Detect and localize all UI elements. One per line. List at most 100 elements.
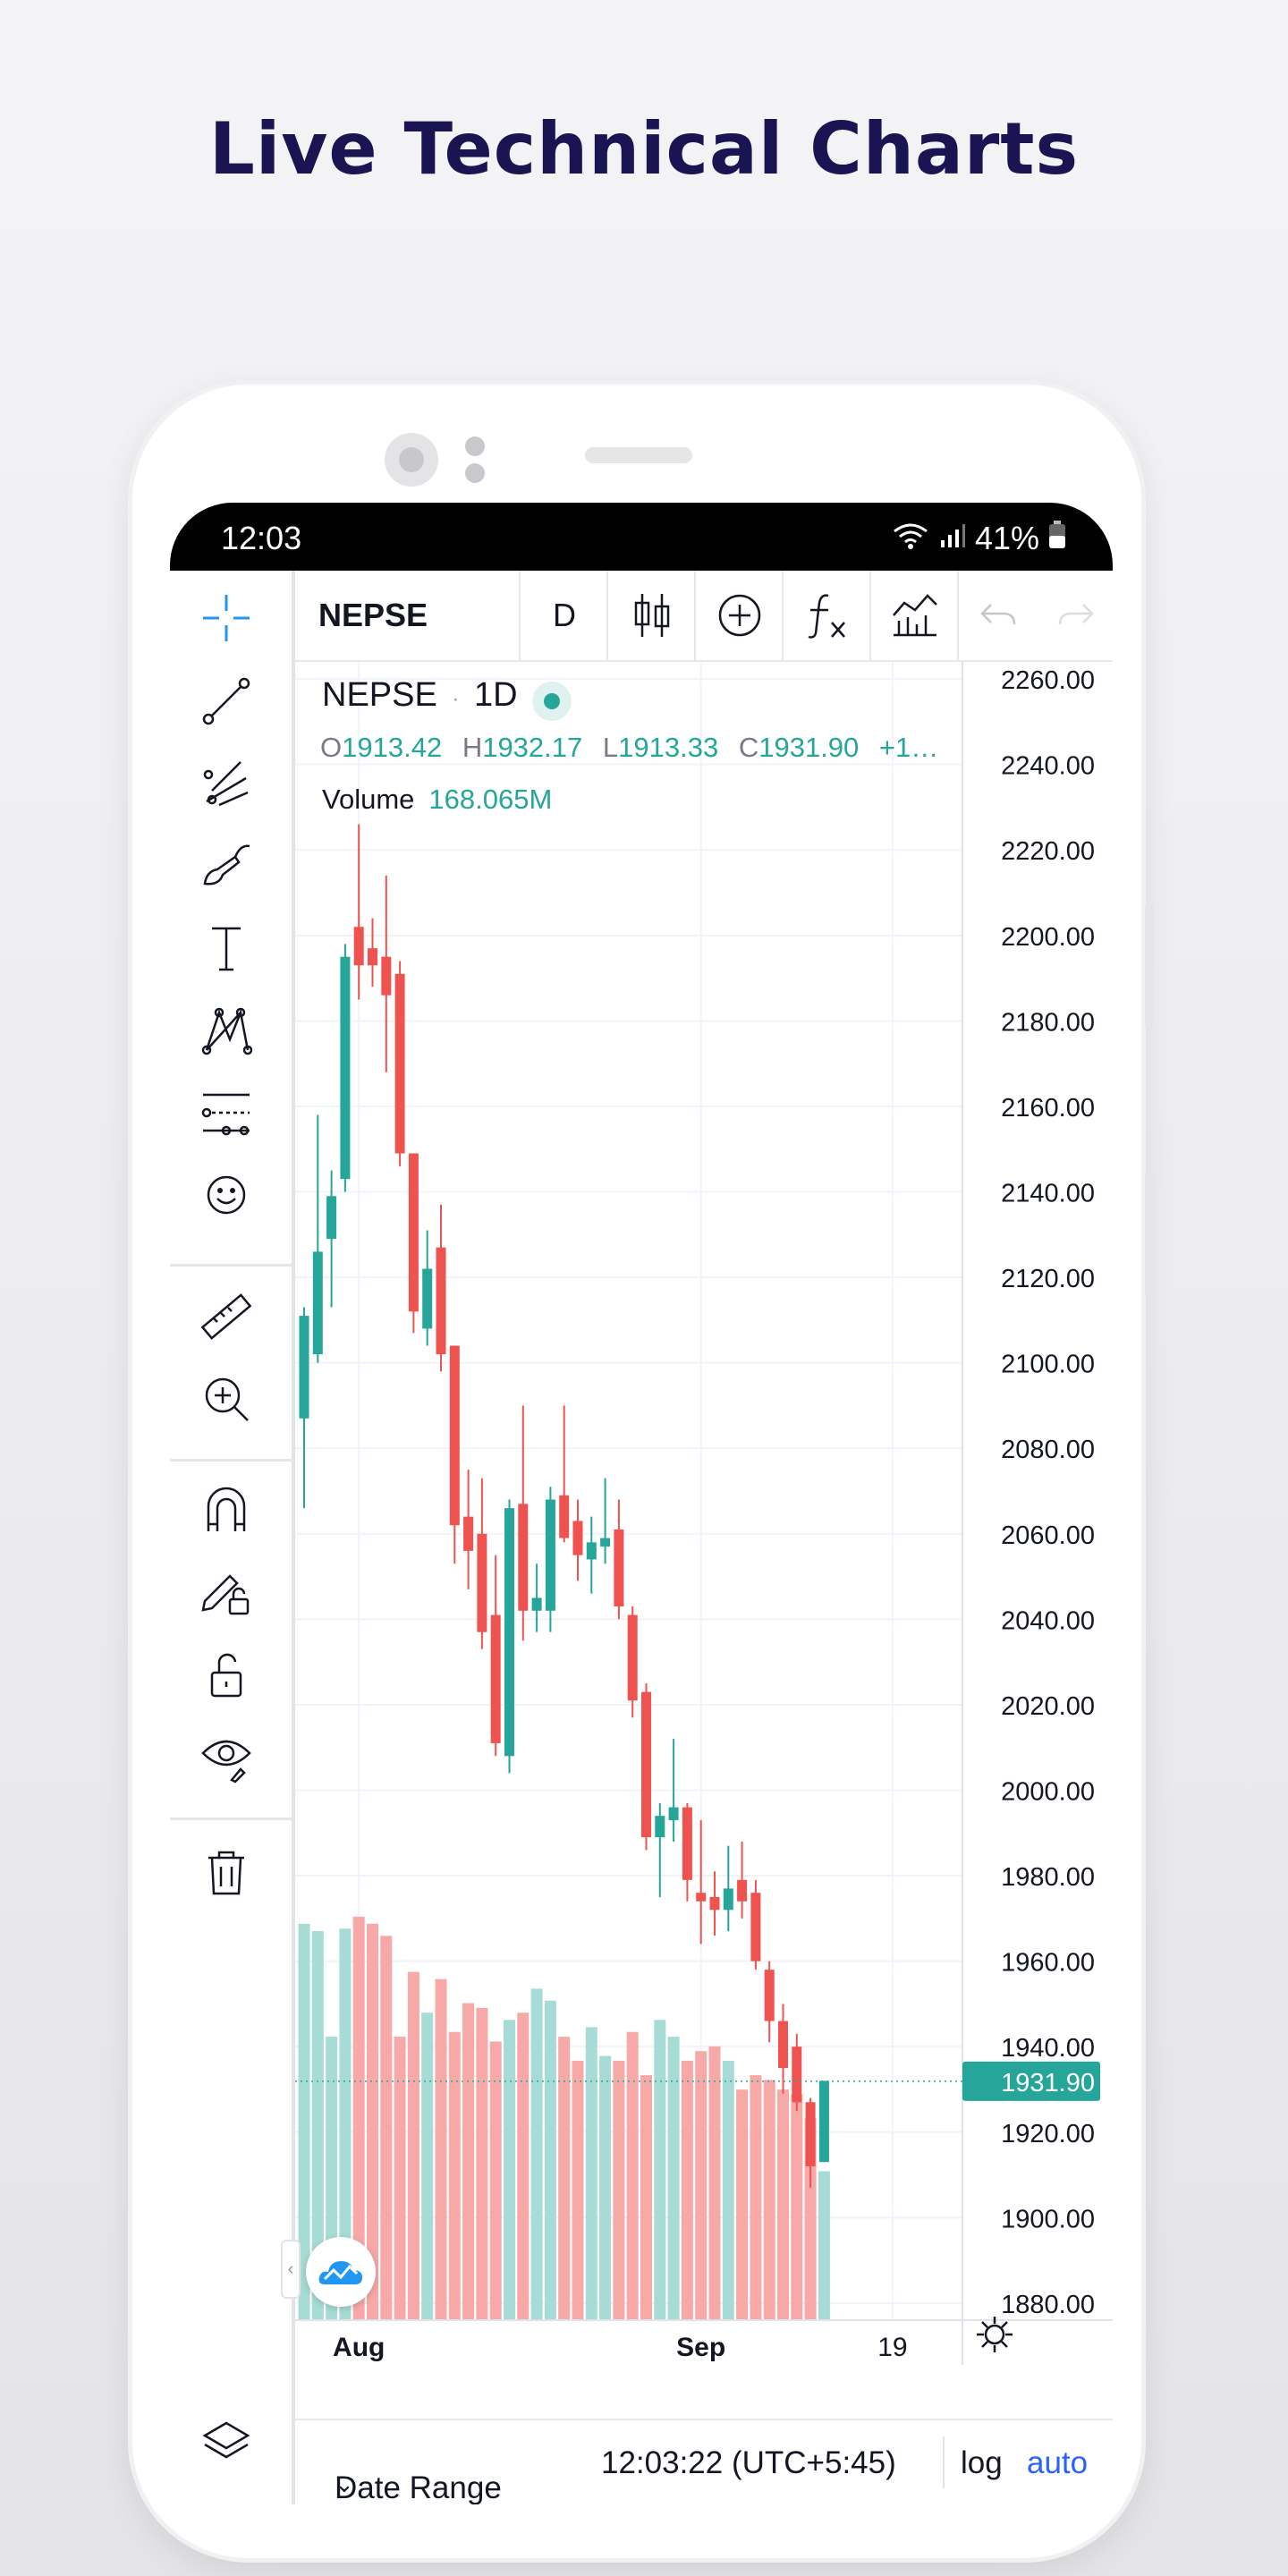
price-tick-label: 2160.00 xyxy=(1001,1094,1095,1123)
candle-body xyxy=(709,1896,720,1911)
candle-body xyxy=(504,1508,514,1757)
chart-type-button[interactable] xyxy=(606,571,696,660)
volume-bar xyxy=(367,1923,378,2320)
symbol-search-button[interactable]: NEPSE xyxy=(295,571,519,660)
text-tool[interactable] xyxy=(197,919,256,978)
volume-bar xyxy=(654,2020,666,2320)
wifi-icon xyxy=(891,520,930,557)
volume-bar xyxy=(572,2060,584,2320)
chart-area[interactable]: 2260.00 2240.00 2220.00 2200.00 2180.00 2160.… xyxy=(281,662,1113,2365)
compare-button[interactable] xyxy=(694,571,784,660)
sidebar-divider xyxy=(292,571,295,2504)
pattern-icon xyxy=(201,1007,253,1055)
volume-bar xyxy=(489,2041,502,2320)
interval-button[interactable]: D xyxy=(519,571,608,660)
candle-body xyxy=(696,1893,707,1902)
zoom-in-tool[interactable] xyxy=(197,1369,256,1428)
volume-bar xyxy=(585,2027,597,2320)
scroll-handle[interactable]: ‹ xyxy=(281,2240,301,2299)
low-label: L xyxy=(602,732,619,763)
trash-icon xyxy=(208,1851,244,1895)
volume-bar xyxy=(640,2075,652,2320)
log-scale-toggle[interactable]: log xyxy=(961,2445,1003,2480)
brush-icon xyxy=(203,844,250,886)
undo-redo-group xyxy=(957,571,1113,660)
price-tick-label: 1960.00 xyxy=(1001,1949,1095,1978)
price-tick-label: 2000.00 xyxy=(1001,1777,1095,1806)
phone-frame: 12:03 41% xyxy=(132,385,1154,2558)
price-tick-label: 2040.00 xyxy=(1001,1606,1095,1635)
price-tick-label: 1920.00 xyxy=(1001,2120,1095,2148)
candle-body xyxy=(436,1247,446,1355)
visibility-tool[interactable] xyxy=(197,1727,256,1786)
candle-body xyxy=(682,1807,692,1880)
market-status-indicator[interactable] xyxy=(532,682,572,721)
price-tick-label: 2180.00 xyxy=(1001,1008,1095,1037)
volume-bar xyxy=(530,1988,543,2320)
indicators-button[interactable] xyxy=(782,571,871,660)
front-camera xyxy=(385,433,438,487)
lock-drawings-icon xyxy=(201,1574,250,1615)
tradingview-logo[interactable] xyxy=(306,2237,376,2307)
high-value: 1932.17 xyxy=(482,732,583,763)
volume-bar xyxy=(599,2055,612,2320)
crosshair-tool[interactable] xyxy=(197,589,256,648)
candle-body xyxy=(818,2080,829,2163)
market-open-dot xyxy=(544,693,560,709)
brush-tool[interactable] xyxy=(197,836,256,895)
price-tick-label: 1880.00 xyxy=(1001,2291,1095,2319)
candle-body xyxy=(641,1691,651,1838)
templates-button[interactable] xyxy=(869,571,959,660)
lock-drawings-tool[interactable] xyxy=(197,1563,256,1622)
bottom-divider xyxy=(943,2436,945,2488)
clock[interactable]: 12:03:22 (UTC+5:45) xyxy=(601,2445,896,2480)
undo-icon[interactable] xyxy=(979,597,1018,633)
volume-label: Volume xyxy=(322,784,415,815)
settings-button[interactable] xyxy=(968,2308,1021,2361)
magnet-icon xyxy=(207,1487,246,1531)
pitchfork-icon xyxy=(203,761,249,807)
layers-icon xyxy=(202,2421,250,2459)
auto-scale-toggle[interactable]: auto xyxy=(1027,2445,1089,2480)
redo-icon[interactable] xyxy=(1056,597,1096,633)
chevron-down-icon: ⌄ xyxy=(335,2470,354,2497)
remove-drawings-tool[interactable] xyxy=(197,1843,256,1902)
pattern-tool[interactable] xyxy=(197,1001,256,1060)
price-tick-label: 1980.00 xyxy=(1001,1863,1095,1892)
open-label: O xyxy=(320,732,343,763)
candle-body xyxy=(655,1816,665,1838)
layers-button[interactable] xyxy=(197,2413,256,2472)
price-tick-label: 2100.00 xyxy=(1001,1351,1095,1379)
candle-body xyxy=(422,1268,433,1329)
volume-bar xyxy=(763,2080,775,2320)
volume-bar xyxy=(750,2075,762,2320)
trend-line-tool[interactable] xyxy=(197,672,256,731)
volume-bar xyxy=(311,1930,324,2320)
open-value: 1913.42 xyxy=(342,732,443,763)
last-price-label: 1931.90 xyxy=(1001,2069,1095,2097)
lock-tool[interactable] xyxy=(197,1645,256,1704)
candle-body xyxy=(299,1316,309,1419)
close-value: 1931.90 xyxy=(758,732,860,763)
marketing-headline: Live Technical Charts xyxy=(208,107,1080,191)
pitchfork-tool[interactable] xyxy=(197,754,256,813)
price-tick-label: 1940.00 xyxy=(1001,2034,1095,2063)
volume-bar xyxy=(791,2094,803,2320)
volume-bar xyxy=(435,1979,447,2320)
candle-body xyxy=(792,2046,802,2103)
volume-bar xyxy=(544,2000,556,2320)
volume-bar xyxy=(613,2060,625,2320)
candle-body xyxy=(805,2102,816,2166)
legend-symbol: NEPSE xyxy=(322,676,437,714)
prediction-tool[interactable] xyxy=(197,1083,256,1142)
ruler-tool[interactable] xyxy=(197,1287,256,1346)
volume-value: 168.065M xyxy=(428,784,553,815)
emoji-tool[interactable] xyxy=(197,1165,256,1224)
date-range-label: Date Range xyxy=(335,2470,502,2504)
volume-bar xyxy=(722,2060,734,2320)
magnet-tool[interactable] xyxy=(197,1480,256,1539)
gear-icon xyxy=(977,2317,1013,2352)
price-chart[interactable]: 2260.00 2240.00 2220.00 2200.00 2180.00 2160.… xyxy=(295,662,1113,2365)
candle-body xyxy=(340,956,351,1180)
app-screen: 12:03 41% xyxy=(170,503,1113,2504)
